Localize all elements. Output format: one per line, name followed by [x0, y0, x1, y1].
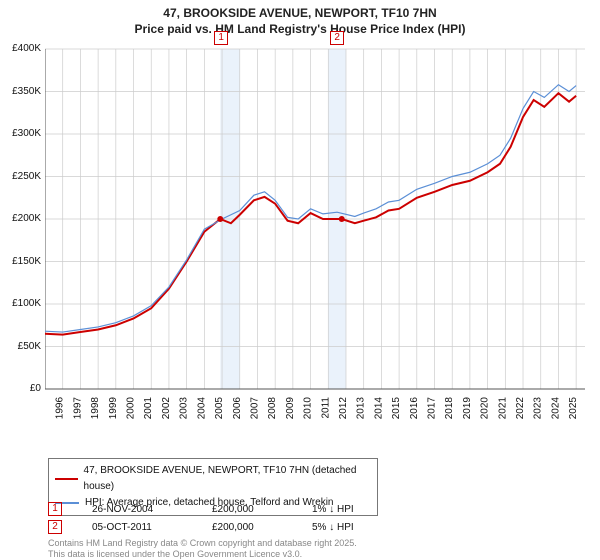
svg-text:2016: 2016: [409, 397, 420, 420]
svg-text:2019: 2019: [462, 397, 473, 420]
svg-text:2021: 2021: [497, 397, 508, 420]
svg-text:1995: 1995: [45, 397, 48, 420]
y-tick-label: £350K: [0, 86, 41, 97]
svg-text:2005: 2005: [214, 397, 225, 420]
sale-marker: 1: [48, 502, 62, 516]
chart-title: 47, BROOKSIDE AVENUE, NEWPORT, TF10 7HN: [0, 0, 600, 22]
svg-text:2022: 2022: [515, 397, 526, 420]
svg-text:2018: 2018: [444, 397, 455, 420]
svg-text:2000: 2000: [126, 397, 137, 420]
chart-subtitle: Price paid vs. HM Land Registry's House …: [0, 22, 600, 38]
sale-delta: 1% ↓ HPI: [312, 504, 354, 515]
y-tick-label: £100K: [0, 298, 41, 309]
footer-text: Contains HM Land Registry data © Crown c…: [48, 538, 357, 560]
svg-text:2003: 2003: [179, 397, 190, 420]
svg-text:2012: 2012: [338, 397, 349, 420]
svg-text:2011: 2011: [320, 397, 331, 419]
sale-date: 05-OCT-2011: [92, 522, 182, 533]
sale-marker-on-chart: 1: [214, 31, 228, 45]
svg-text:1997: 1997: [72, 397, 83, 420]
line-chart: 1995 1996 1997 1998 1999 2000 2001 2002 2003 2004…: [45, 44, 590, 424]
footer-line: Contains HM Land Registry data © Crown c…: [48, 538, 357, 549]
y-tick-label: £300K: [0, 128, 41, 139]
footer-line: This data is licensed under the Open Gov…: [48, 549, 357, 560]
y-tick-label: £0: [0, 383, 41, 394]
svg-text:2025: 2025: [568, 397, 579, 420]
y-tick-label: £400K: [0, 43, 41, 54]
svg-text:2009: 2009: [285, 397, 296, 420]
sale-price: £200,000: [212, 504, 282, 515]
y-tick-label: £150K: [0, 256, 41, 267]
y-tick-label: £200K: [0, 213, 41, 224]
chart-container: 47, BROOKSIDE AVENUE, NEWPORT, TF10 7HN …: [0, 0, 600, 560]
svg-text:2014: 2014: [373, 397, 384, 420]
svg-text:2013: 2013: [356, 397, 367, 420]
svg-text:2002: 2002: [161, 397, 172, 420]
legend-label: 47, BROOKSIDE AVENUE, NEWPORT, TF10 7HN …: [84, 463, 371, 495]
svg-text:1996: 1996: [55, 397, 66, 420]
svg-text:2001: 2001: [143, 397, 154, 420]
sales-row: 2 05-OCT-2011 £200,000 5% ↓ HPI: [48, 518, 354, 536]
svg-text:2007: 2007: [249, 397, 260, 420]
sales-table: 1 26-NOV-2004 £200,000 1% ↓ HPI 2 05-OCT…: [48, 500, 354, 536]
svg-text:1998: 1998: [90, 397, 101, 420]
svg-text:2010: 2010: [303, 397, 314, 420]
y-tick-label: £50K: [0, 341, 41, 352]
svg-text:2023: 2023: [533, 397, 544, 420]
svg-text:2006: 2006: [232, 397, 243, 420]
svg-text:2024: 2024: [550, 397, 561, 420]
svg-text:1999: 1999: [108, 397, 119, 420]
y-tick-label: £250K: [0, 171, 41, 182]
sale-delta: 5% ↓ HPI: [312, 522, 354, 533]
sale-price: £200,000: [212, 522, 282, 533]
svg-text:2004: 2004: [196, 397, 207, 420]
sale-date: 26-NOV-2004: [92, 504, 182, 515]
plot-area: 1995 1996 1997 1998 1999 2000 2001 2002 2003 2004…: [45, 44, 590, 424]
sales-row: 1 26-NOV-2004 £200,000 1% ↓ HPI: [48, 500, 354, 518]
sale-marker-on-chart: 2: [330, 31, 344, 45]
legend-item: 47, BROOKSIDE AVENUE, NEWPORT, TF10 7HN …: [55, 463, 371, 495]
svg-text:2015: 2015: [391, 397, 402, 420]
svg-text:2017: 2017: [427, 397, 438, 420]
legend-swatch: [55, 478, 78, 480]
svg-text:2008: 2008: [267, 397, 278, 420]
sale-marker: 2: [48, 520, 62, 534]
svg-text:2020: 2020: [480, 397, 491, 420]
